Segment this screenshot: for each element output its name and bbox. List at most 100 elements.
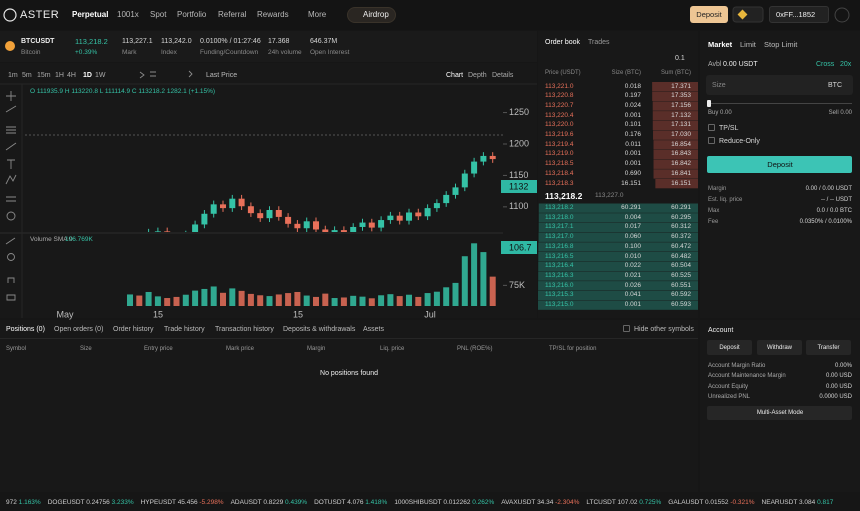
footer-item[interactable]: NEARUSDT 3.084 0.817 [762, 499, 834, 506]
nav-item[interactable]: Referral [218, 10, 247, 19]
order-price[interactable]: 113,217.0 [545, 233, 574, 241]
tpsl-checkbox[interactable] [708, 124, 715, 131]
chart-view[interactable]: Depth [468, 72, 487, 79]
interval[interactable]: 15m [37, 72, 51, 79]
order-price[interactable]: 113,216.5 [545, 252, 574, 260]
footer-symbol: AVAXUSDT [501, 499, 538, 506]
size-unit[interactable]: BTC [828, 82, 842, 89]
order-price[interactable]: 113,217.1 [545, 223, 574, 231]
symbol[interactable]: BTCUSDT [21, 38, 55, 45]
deposit-button[interactable] [690, 6, 728, 23]
mode[interactable]: Multi-Asset Mode [756, 410, 804, 416]
order-price[interactable]: 113,218.0 [545, 213, 574, 221]
reduce-checkbox[interactable] [708, 137, 715, 144]
order-sum: 60.592 [671, 291, 691, 299]
account-button-label[interactable]: Withdraw [766, 345, 793, 351]
order-price[interactable]: 113,218.3 [545, 179, 574, 187]
order-price[interactable]: 113,220.8 [545, 92, 574, 100]
order-price[interactable]: 113,216.4 [545, 262, 574, 270]
footer-item[interactable]: DOGEUSDT 0.24756 3.233% [48, 499, 134, 506]
footer-item[interactable]: 972 1.163% [6, 499, 41, 506]
account-button[interactable] [707, 340, 752, 355]
slider-knob[interactable] [707, 100, 711, 107]
positions-tab[interactable]: Transaction history [215, 326, 274, 333]
positions-tab[interactable]: Open orders (0) [54, 326, 104, 333]
orderbook-tab[interactable]: Trades [588, 39, 610, 46]
submit-button[interactable] [707, 156, 852, 173]
footer-item[interactable]: DOTUSDT 4.076 1.418% [314, 499, 387, 506]
nav-item[interactable]: Portfolio [177, 10, 207, 19]
interval[interactable]: 1D [83, 72, 92, 79]
order-price[interactable]: 113,218.5 [545, 160, 574, 168]
leverage[interactable]: 20x [840, 61, 852, 68]
nav-item[interactable]: 1001x [117, 10, 139, 19]
order-price[interactable]: 113,220.4 [545, 111, 574, 119]
airdrop-pill[interactable] [347, 7, 396, 23]
reduce-only[interactable]: Reduce-Only [719, 138, 760, 145]
footer-item[interactable]: LTCUSDT 107.02 0.725% [586, 499, 661, 506]
nav-item[interactable]: Perpetual [72, 10, 109, 19]
margin-mode[interactable]: Cross [816, 61, 835, 68]
footer-item[interactable]: 1000SHIBUSDT 0.012262 0.262% [394, 499, 494, 506]
order-price[interactable]: 113,219.6 [545, 131, 574, 138]
nav-item[interactable]: Rewards [257, 10, 289, 19]
interval[interactable]: 1m [8, 72, 18, 79]
stat-label: Index [161, 49, 177, 56]
submit[interactable]: Deposit [767, 160, 793, 169]
chain-select[interactable] [732, 6, 764, 23]
chart-view[interactable]: Details [492, 72, 514, 79]
order-price[interactable]: 113,216.3 [545, 271, 574, 279]
chart-view[interactable]: Chart [446, 72, 464, 79]
mode-button[interactable] [707, 406, 852, 420]
order-price[interactable]: 113,216.8 [545, 242, 574, 250]
footer-item[interactable]: HYPEUSDT 45.456 -5.298% [141, 499, 224, 506]
wallet[interactable]: 0xFF...1852 [776, 10, 816, 19]
airdrop[interactable]: Airdrop [363, 10, 389, 19]
footer-item[interactable]: ADAUSDT 0.8229 0.439% [231, 499, 307, 506]
positions-tab[interactable]: Deposits & withdrawals [283, 326, 356, 333]
order-price[interactable]: 113,216.0 [545, 281, 574, 289]
order-type-tab[interactable]: Stop Limit [764, 40, 798, 49]
order-price[interactable]: 113,220.0 [545, 121, 574, 129]
account-button[interactable] [757, 340, 802, 355]
order-price[interactable]: 113,215.3 [545, 291, 574, 299]
settings-icon[interactable] [834, 7, 850, 23]
nav-item[interactable]: Spot [150, 10, 167, 19]
hide-other[interactable]: Hide other symbols [634, 326, 694, 333]
order-price[interactable]: 113,218.2 [545, 204, 574, 211]
positions-tab[interactable]: Order history [113, 326, 154, 333]
positions-tab[interactable]: Positions (0) [6, 326, 45, 333]
order-price[interactable]: 113,219.4 [545, 140, 574, 148]
positions-tab[interactable]: Assets [363, 326, 385, 333]
order-price[interactable]: 113,219.0 [545, 150, 574, 158]
interval[interactable]: 5m [22, 72, 32, 79]
interval[interactable]: 1W [95, 72, 106, 79]
interval[interactable]: 4H [67, 72, 76, 79]
wallet-button[interactable] [769, 6, 829, 23]
size-input[interactable] [706, 75, 853, 95]
account-button[interactable] [806, 340, 851, 355]
volume-bar [331, 298, 338, 306]
footer-item[interactable]: GALAUSDT 0.01552 -0.321% [668, 499, 754, 506]
nav-item[interactable]: More [308, 10, 327, 19]
interval[interactable]: 1H [55, 72, 64, 79]
tpsl[interactable]: TP/SL [719, 125, 739, 132]
deposit[interactable]: Deposit [696, 10, 722, 19]
price-source[interactable]: Last Price [206, 72, 238, 79]
volume-bar [247, 293, 254, 306]
account-button-label[interactable]: Transfer [817, 345, 840, 351]
order-price[interactable]: 113,215.0 [545, 301, 574, 308]
candle-body [303, 221, 310, 229]
order-type-tab[interactable]: Limit [740, 40, 756, 49]
order-price[interactable]: 113,221.0 [545, 82, 574, 90]
positions-tab[interactable]: Trade history [164, 326, 205, 333]
order-price[interactable]: 113,220.7 [545, 101, 574, 109]
order-type-tab[interactable]: Market [708, 40, 733, 49]
step[interactable]: 0.1 [675, 55, 685, 62]
account-button-label[interactable]: Deposit [719, 345, 740, 351]
footer-item[interactable]: AVAXUSDT 34.34 -2.304% [501, 499, 579, 506]
orderbook-tab[interactable]: Order book [545, 39, 581, 46]
hide-checkbox[interactable] [623, 325, 630, 332]
order-price[interactable]: 113,218.4 [545, 169, 574, 177]
footer-price: 3.084 [799, 499, 818, 506]
